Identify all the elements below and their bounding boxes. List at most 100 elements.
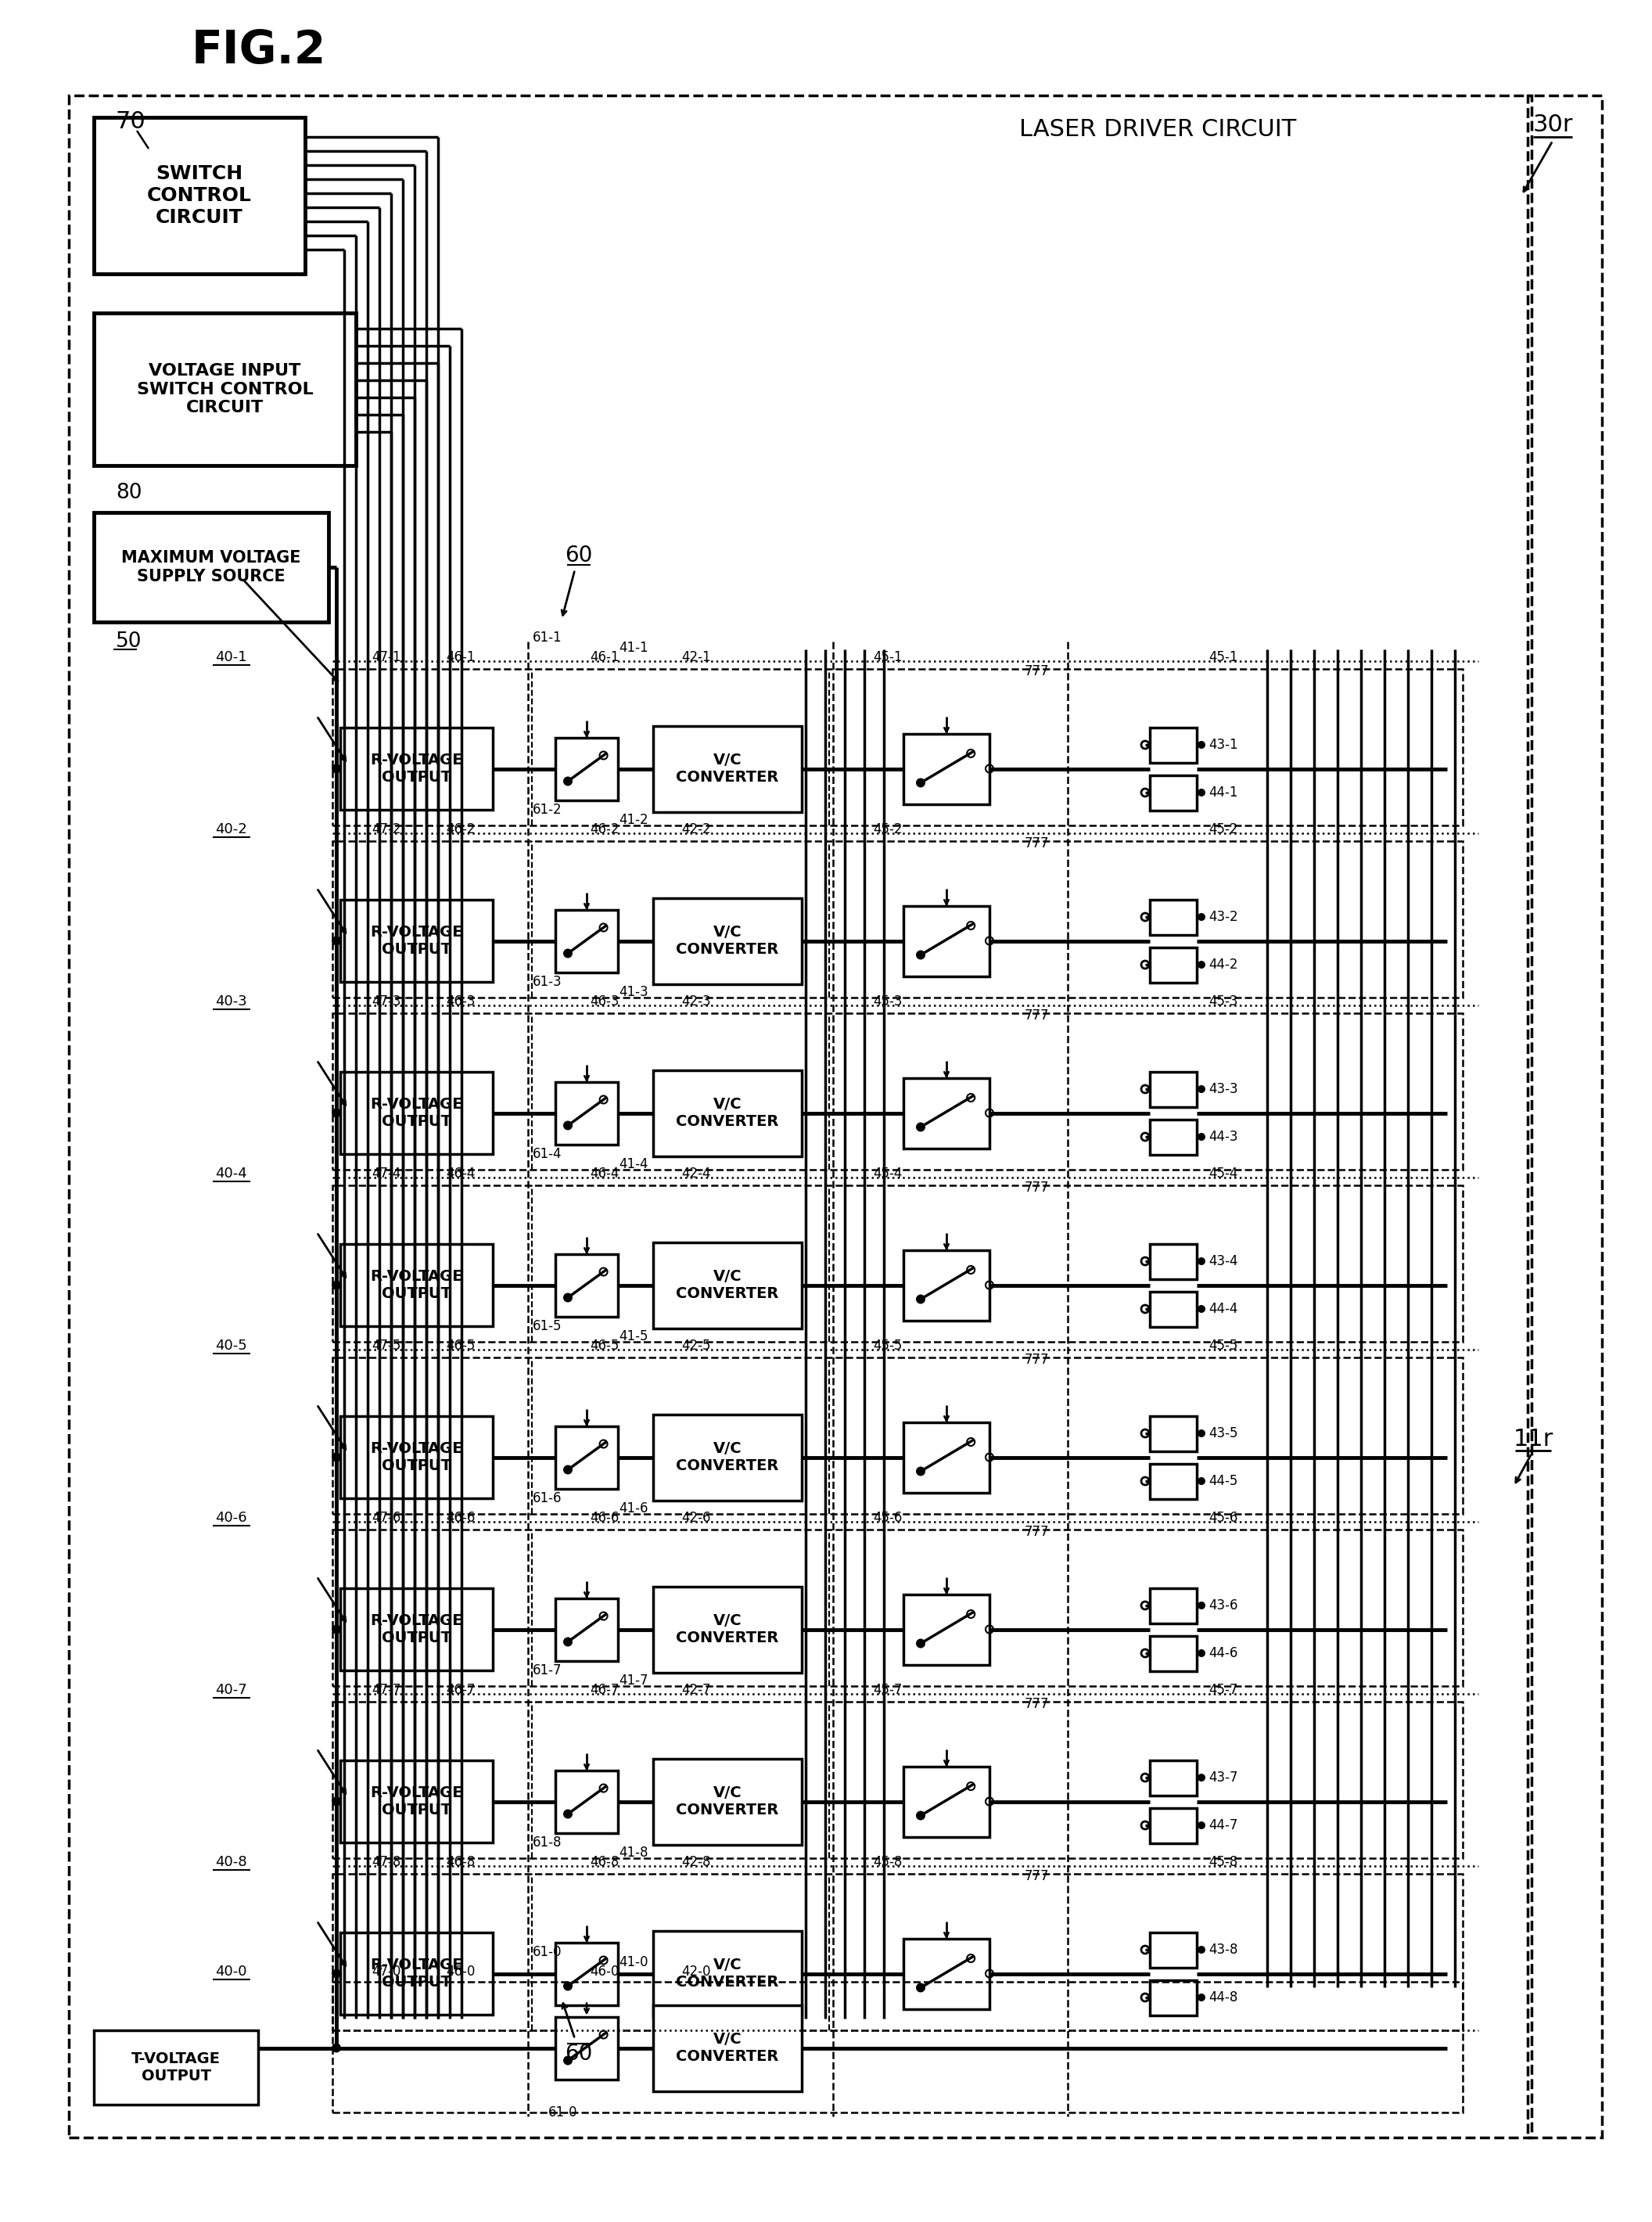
Text: 61-5: 61-5 (534, 1320, 562, 1333)
Bar (332, 1358, 1462, 1513)
Text: 44-1: 44-1 (1209, 787, 1237, 800)
Text: V/C
CONVERTER: V/C CONVERTER (676, 1442, 778, 1473)
Text: 40-1: 40-1 (215, 651, 246, 664)
Text: 44-8: 44-8 (1209, 1991, 1237, 2004)
Text: 777: 777 (1024, 1698, 1049, 1711)
Circle shape (332, 1453, 340, 1462)
Bar (1150, 1120, 1196, 1155)
Text: R-VOLTAGE
OUTPUT: R-VOLTAGE OUTPUT (370, 1958, 463, 1989)
Circle shape (1198, 1822, 1206, 1829)
Text: 42-0: 42-0 (682, 1964, 710, 1978)
Text: FIG.2: FIG.2 (192, 29, 327, 73)
Text: V/C
CONVERTER: V/C CONVERTER (676, 1098, 778, 1129)
Text: 45-6: 45-6 (1209, 1511, 1237, 1524)
Text: 47-8: 47-8 (372, 1855, 401, 1869)
Text: 40-4: 40-4 (215, 1167, 246, 1180)
Bar (1150, 727, 1196, 762)
Bar (904, 1422, 990, 1493)
Text: 45-7: 45-7 (874, 1682, 902, 1698)
Text: 43-6: 43-6 (1209, 1598, 1237, 1613)
Bar (340, 1933, 492, 2015)
Circle shape (1198, 1946, 1206, 1953)
Bar (1150, 1071, 1196, 1107)
Text: 41-5: 41-5 (620, 1329, 648, 1344)
Text: 43-8: 43-8 (1209, 1942, 1237, 1958)
Text: 46-8: 46-8 (446, 1855, 476, 1869)
Text: 61-3: 61-3 (534, 975, 562, 989)
Text: 42-1: 42-1 (681, 651, 710, 664)
Text: 61-2: 61-2 (534, 802, 562, 818)
Text: V/C
CONVERTER: V/C CONVERTER (676, 924, 778, 958)
Text: 61-0: 61-0 (534, 1944, 562, 1960)
Text: 45-2: 45-2 (874, 822, 902, 835)
Text: V/C
CONVERTER: V/C CONVERTER (676, 1786, 778, 1818)
Text: 46-3: 46-3 (590, 995, 620, 1009)
Bar (904, 1938, 990, 2009)
Bar (69, 96, 1531, 2138)
Circle shape (1198, 1602, 1206, 1609)
Circle shape (915, 951, 925, 960)
Circle shape (332, 1624, 340, 1633)
Circle shape (1198, 913, 1206, 920)
Circle shape (332, 935, 340, 947)
Circle shape (332, 1798, 340, 1806)
Text: T-VOLTAGE
OUTPUT: T-VOLTAGE OUTPUT (132, 2051, 221, 2084)
Text: R-VOLTAGE
OUTPUT: R-VOLTAGE OUTPUT (370, 1098, 463, 1129)
Circle shape (915, 1811, 925, 1820)
Bar (653, 2004, 801, 2091)
Text: 46-0: 46-0 (446, 1964, 476, 1978)
Text: 44-5: 44-5 (1209, 1473, 1237, 1489)
Bar (555, 1253, 618, 1315)
Text: 777: 777 (1024, 1009, 1049, 1022)
Text: R-VOLTAGE
OUTPUT: R-VOLTAGE OUTPUT (370, 1269, 463, 1302)
Bar (1150, 1760, 1196, 1795)
Bar (555, 738, 618, 800)
Circle shape (563, 1982, 573, 1991)
Text: 45-3: 45-3 (1209, 995, 1237, 1009)
Bar (94, 118, 306, 273)
Text: 46-1: 46-1 (590, 651, 620, 664)
Bar (1150, 1933, 1196, 1966)
Text: R-VOLTAGE
OUTPUT: R-VOLTAGE OUTPUT (370, 753, 463, 784)
Circle shape (1198, 1258, 1206, 1264)
Text: 45-5: 45-5 (1209, 1338, 1237, 1353)
Text: 44-4: 44-4 (1209, 1302, 1237, 1315)
Circle shape (1198, 1133, 1206, 1140)
Text: 41-3: 41-3 (620, 984, 648, 1000)
Circle shape (1198, 1478, 1206, 1484)
Text: 40-6: 40-6 (215, 1511, 246, 1524)
Circle shape (915, 778, 925, 787)
Bar (340, 1589, 492, 1671)
Bar (340, 1071, 492, 1153)
Text: 44-3: 44-3 (1209, 1129, 1237, 1144)
Text: 46-1: 46-1 (446, 651, 476, 664)
Text: 40-7: 40-7 (215, 1682, 246, 1698)
Text: 41-2: 41-2 (620, 813, 648, 827)
Circle shape (1198, 960, 1206, 969)
Text: 45-8: 45-8 (1209, 1855, 1237, 1869)
Text: 42-2: 42-2 (681, 822, 710, 835)
Text: 61-7: 61-7 (534, 1664, 562, 1678)
Circle shape (563, 1120, 573, 1131)
Circle shape (1198, 1773, 1206, 1782)
Bar (1150, 1635, 1196, 1671)
Text: LASER DRIVER CIRCUIT: LASER DRIVER CIRCUIT (1019, 118, 1297, 140)
Text: R-VOLTAGE
OUTPUT: R-VOLTAGE OUTPUT (370, 1442, 463, 1473)
Bar (653, 1758, 801, 1844)
Bar (653, 1242, 801, 1329)
Text: 47-1: 47-1 (372, 651, 401, 664)
Circle shape (1198, 740, 1206, 749)
Text: 61-1: 61-1 (534, 631, 562, 644)
Bar (332, 1702, 1462, 1858)
Circle shape (563, 949, 573, 958)
Text: 47-3: 47-3 (372, 995, 401, 1009)
Text: 43-1: 43-1 (1209, 738, 1237, 751)
Bar (653, 898, 801, 984)
Text: 42-7: 42-7 (682, 1682, 710, 1698)
Text: 40-3: 40-3 (215, 995, 246, 1009)
Circle shape (563, 1464, 573, 1475)
Text: 45-8: 45-8 (874, 1855, 902, 1869)
Bar (653, 1071, 801, 1155)
Bar (332, 1529, 1462, 1686)
Text: 46-6: 46-6 (446, 1511, 476, 1524)
